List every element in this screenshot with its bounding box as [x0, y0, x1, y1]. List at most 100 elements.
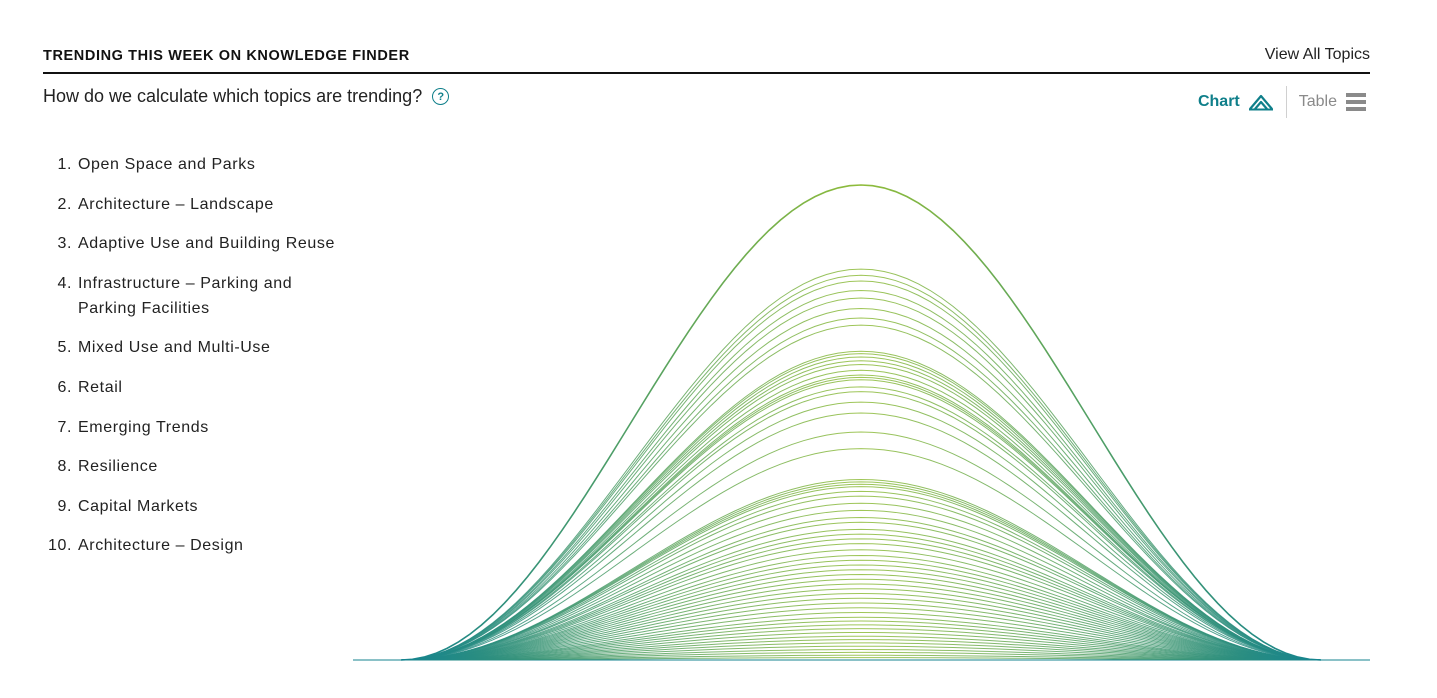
trend-curve[interactable]: [400, 569, 1322, 661]
trend-curve[interactable]: [400, 554, 1322, 661]
trend-curve[interactable]: [400, 616, 1322, 661]
topic-item[interactable]: 8 Resilience: [43, 454, 353, 479]
list-lines-icon: [1346, 93, 1366, 111]
topic-item[interactable]: 7 Emerging Trends: [43, 415, 353, 440]
mountain-peak-icon: [1248, 94, 1273, 111]
trend-curve[interactable]: [400, 360, 1322, 661]
topic-item[interactable]: 5 Mixed Use and Multi-Use: [43, 335, 353, 360]
trend-curve[interactable]: [400, 490, 1322, 661]
trend-curve[interactable]: [400, 495, 1322, 661]
topic-label: Mixed Use and Multi-Use: [78, 339, 271, 357]
trend-curve[interactable]: [400, 611, 1322, 661]
topic-label: Emerging Trends: [78, 418, 209, 436]
trend-curve[interactable]: [400, 431, 1322, 661]
topic-label: Capital Markets: [78, 497, 199, 515]
trend-curve[interactable]: [400, 364, 1322, 661]
topic-label: Retail: [78, 378, 123, 396]
topic-item[interactable]: 9 Capital Markets: [43, 494, 353, 519]
trend-curve[interactable]: [400, 350, 1322, 661]
topic-rank: 9: [43, 494, 72, 519]
trend-curve[interactable]: [400, 628, 1322, 661]
view-all-topics-link[interactable]: View All Topics: [1264, 46, 1370, 63]
trend-curve[interactable]: [400, 448, 1322, 661]
trend-curve[interactable]: [400, 516, 1322, 661]
trend-curve[interactable]: [400, 538, 1322, 661]
trend-curve[interactable]: [400, 297, 1322, 661]
trend-curve[interactable]: [400, 543, 1322, 661]
trend-curve[interactable]: [400, 592, 1322, 661]
trend-curve[interactable]: [400, 521, 1322, 661]
trend-curve[interactable]: [400, 324, 1322, 661]
topic-rank: 2: [43, 192, 72, 217]
trend-curve[interactable]: [400, 620, 1322, 661]
topic-rank: 6: [43, 375, 72, 400]
trend-curve[interactable]: [400, 317, 1322, 661]
trend-curve[interactable]: [400, 533, 1322, 661]
trend-curve[interactable]: [400, 509, 1322, 661]
topic-item[interactable]: 6 Retail: [43, 375, 353, 400]
trend-curve[interactable]: [400, 597, 1322, 661]
chart-view-button[interactable]: Chart: [1198, 93, 1286, 111]
trend-curve[interactable]: [400, 654, 1322, 661]
chart-view-label: Chart: [1197, 93, 1240, 110]
topic-item[interactable]: 1 Open Space and Parks: [43, 152, 353, 177]
trend-curve[interactable]: [400, 573, 1322, 661]
trend-curve[interactable]: [400, 268, 1322, 661]
topic-label: Open Space and Parks: [78, 156, 256, 173]
trend-curve[interactable]: [400, 549, 1322, 661]
trending-question-text[interactable]: How do we calculate which topics are tre…: [43, 86, 423, 106]
trend-curve[interactable]: [400, 481, 1322, 661]
trend-curve[interactable]: [400, 602, 1322, 661]
table-view-button[interactable]: Table: [1287, 92, 1367, 112]
trend-curve[interactable]: [400, 645, 1322, 661]
trend-curve[interactable]: [400, 583, 1322, 661]
trend-curve[interactable]: [400, 624, 1322, 661]
topic-rank: 7: [43, 415, 72, 440]
trending-topics-list: 1 Open Space and Parks 2 Architecture – Lan…: [43, 152, 353, 573]
topic-rank: 5: [43, 335, 72, 360]
topic-label: Adaptive Use and Building Reuse: [78, 235, 335, 253]
toggle-divider: [1285, 86, 1287, 118]
trend-curve[interactable]: [400, 649, 1322, 661]
trend-curve[interactable]: [400, 578, 1322, 661]
trend-curve[interactable]: [400, 651, 1322, 661]
trend-curve[interactable]: [400, 502, 1322, 661]
trend-curve[interactable]: [400, 478, 1322, 661]
trend-curve[interactable]: [400, 369, 1322, 661]
trend-curve[interactable]: [400, 607, 1322, 661]
trend-curve[interactable]: [400, 528, 1322, 661]
trend-curve[interactable]: [400, 274, 1322, 661]
trend-curve[interactable]: [400, 379, 1322, 661]
trend-curve[interactable]: [400, 559, 1322, 661]
trend-curve[interactable]: [400, 486, 1322, 661]
topic-item[interactable]: 10 Architecture – Design: [43, 533, 353, 558]
topic-rank: 10: [43, 533, 72, 558]
trend-curve[interactable]: [400, 635, 1322, 661]
topic-item[interactable]: 3 Adaptive Use and Building Reuse: [43, 231, 353, 256]
trend-curve[interactable]: [400, 184, 1322, 661]
trend-curve[interactable]: [400, 412, 1322, 661]
trend-curve[interactable]: [401, 657, 1321, 661]
trend-curve[interactable]: [400, 289, 1322, 661]
trend-curve[interactable]: [400, 639, 1322, 661]
topic-label: Infrastructure – Parking and Parking Fac…: [78, 274, 293, 317]
trend-curve[interactable]: [400, 642, 1322, 661]
trend-curve[interactable]: [400, 391, 1322, 661]
trend-curve[interactable]: [400, 401, 1322, 661]
trend-curve[interactable]: [400, 386, 1322, 661]
section-title: TRENDING THIS WEEK ON KNOWLEDGE FINDER: [43, 48, 410, 64]
topic-item[interactable]: 4Infrastructure – Parking and Parking Fa…: [43, 271, 353, 321]
trend-curve[interactable]: [400, 280, 1322, 661]
trend-curve[interactable]: [400, 564, 1322, 661]
topic-item[interactable]: 2 Architecture – Landscape: [43, 192, 353, 217]
trend-curve[interactable]: [400, 483, 1322, 661]
trend-curve[interactable]: [400, 307, 1322, 661]
trend-curve[interactable]: [400, 353, 1322, 661]
question-circle-icon[interactable]: ?: [432, 88, 450, 105]
header-divider: [43, 72, 1370, 74]
trend-curve[interactable]: [400, 356, 1322, 661]
topic-rank: 3: [43, 231, 72, 256]
topic-label: Architecture – Design: [78, 537, 244, 555]
trend-curve[interactable]: [400, 588, 1322, 661]
trend-curve[interactable]: [400, 631, 1322, 661]
